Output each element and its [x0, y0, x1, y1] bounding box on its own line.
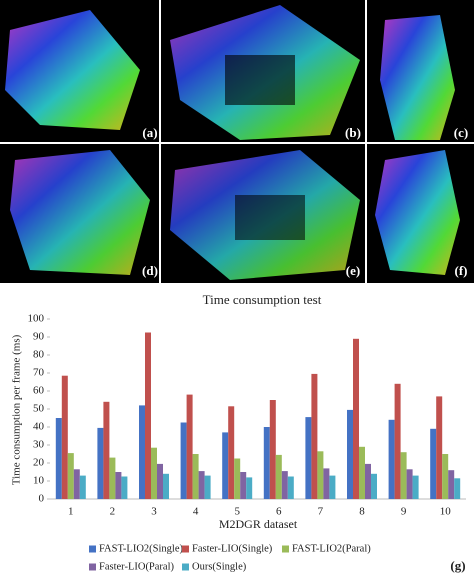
panel-label: (b) [345, 125, 361, 140]
bar [269, 400, 276, 499]
bar [204, 475, 211, 499]
bar [139, 405, 145, 499]
y-axis-label: Time consumption per frame (ms) [11, 334, 23, 485]
bar [246, 477, 253, 499]
bar [145, 332, 151, 499]
legend-label: Faster-LIO(Single) [192, 543, 273, 554]
bar [406, 469, 413, 499]
legend-label: Faster-LIO(Paral) [99, 561, 175, 572]
x-tick-label: 2 [110, 506, 116, 518]
y-tick-label: 40 [33, 421, 45, 433]
bar [311, 373, 318, 499]
bar [353, 338, 359, 499]
y-tick-label: 30 [33, 439, 45, 451]
legend-swatch [89, 563, 96, 571]
bar [359, 446, 365, 499]
bar [412, 475, 419, 499]
bar [163, 473, 169, 499]
x-tick-label: 7 [318, 506, 324, 518]
bar [157, 463, 163, 499]
x-tick-label: 8 [359, 506, 365, 518]
panel-label: (a) [142, 125, 157, 140]
legend-swatch [282, 545, 289, 553]
legend-swatch [182, 563, 189, 571]
bar [454, 478, 461, 499]
x-tick-label: 4 [193, 506, 199, 518]
y-tick-label: 0 [39, 493, 45, 505]
bar [186, 394, 193, 499]
bar [61, 375, 68, 499]
legend-swatch [182, 545, 189, 553]
bar [79, 475, 86, 499]
bar [281, 471, 288, 499]
bar [240, 472, 247, 499]
bar [371, 473, 377, 499]
bar [442, 454, 449, 499]
point-cloud-panels [0, 0, 474, 283]
bar [234, 458, 241, 499]
figure-label: (g) [450, 558, 465, 573]
bar [329, 475, 336, 499]
bar [151, 447, 157, 499]
bar [55, 418, 62, 499]
bar [305, 417, 312, 499]
bar [263, 427, 270, 499]
bar [323, 468, 330, 499]
bar [103, 401, 110, 499]
x-tick-label: 1 [68, 506, 74, 518]
y-tick-label: 80 [33, 349, 45, 361]
legend-swatch [89, 545, 96, 553]
y-tick-label: 70 [33, 367, 45, 379]
x-axis-label: M2DGR dataset [219, 517, 298, 531]
y-tick-label: 60 [33, 385, 45, 397]
bar [430, 428, 437, 499]
legend-label: Ours(Single) [192, 561, 247, 572]
bar [388, 419, 395, 499]
bar [67, 453, 74, 499]
bar [287, 476, 294, 499]
x-tick-label: 10 [440, 506, 452, 518]
bar [394, 383, 401, 499]
bar [228, 406, 235, 499]
y-tick-label: 50 [33, 403, 45, 415]
bar [448, 470, 455, 499]
bar [198, 471, 205, 499]
panel-label: (d) [142, 263, 158, 278]
chart-title: Time consumption test [203, 292, 322, 307]
bar [365, 463, 371, 499]
bar [347, 409, 353, 499]
y-tick-label: 100 [28, 313, 45, 325]
y-tick-label: 10 [33, 475, 45, 487]
x-tick-label: 6 [276, 506, 282, 518]
panel-label: (f) [455, 263, 468, 278]
legend-label: FAST-LIO2(Paral) [292, 543, 371, 554]
bar [436, 396, 443, 499]
y-tick-label: 20 [33, 457, 45, 469]
bar [109, 457, 116, 499]
y-tick-label: 90 [33, 331, 45, 343]
legend-label: FAST-LIO2(Single) [99, 543, 184, 554]
bar [73, 469, 80, 499]
x-tick-label: 9 [401, 506, 407, 518]
panel-label: (c) [454, 125, 468, 140]
bar [121, 476, 128, 499]
x-tick-label: 3 [151, 506, 157, 518]
bar [275, 454, 282, 499]
panel-label: (e) [346, 263, 360, 278]
bar [180, 422, 187, 499]
bar [192, 454, 199, 499]
bar [115, 472, 122, 499]
bar [222, 432, 229, 499]
x-tick-label: 5 [234, 506, 240, 518]
bar [400, 452, 407, 499]
bar [317, 451, 324, 499]
bar [97, 427, 104, 499]
